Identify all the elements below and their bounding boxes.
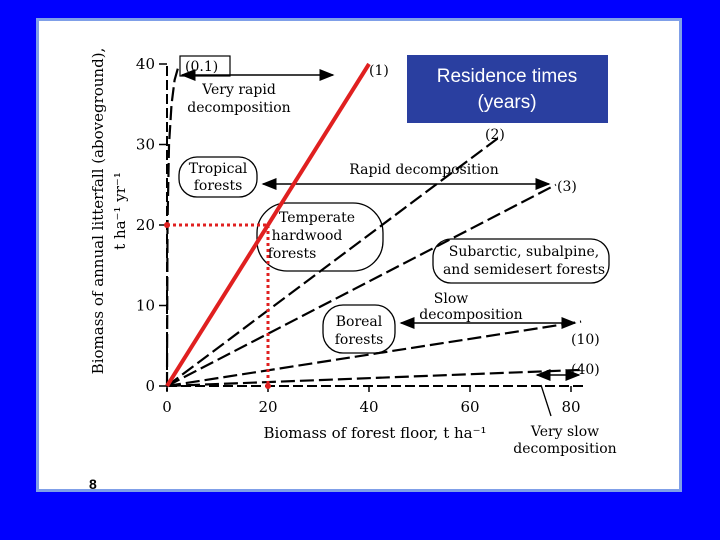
region-label-very-slow-line2: decomposition — [513, 441, 616, 457]
highlight-y-marker — [164, 222, 170, 228]
series-line-0.1 — [165, 63, 181, 387]
x-axis-label: Biomass of forest floor, t ha⁻¹ — [263, 424, 486, 442]
y-tick-labels: 0 10 20 30 40 — [136, 55, 167, 395]
tropical-forests-bubble — [178, 156, 258, 198]
subarctic-line1: Subarctic, subalpine, — [449, 244, 599, 260]
region-label-slow-line2: decomposition — [419, 307, 522, 323]
y-tick-label: 10 — [136, 297, 155, 315]
x-tick-label: 40 — [359, 398, 378, 416]
x-tick-labels: 0 20 40 60 80 — [162, 386, 581, 416]
region-label-very-rapid-line1: Very rapid — [201, 82, 276, 98]
region-label-very-rapid-line2: decomposition — [187, 100, 290, 116]
boreal-line1: Boreal — [336, 314, 383, 330]
very-slow-pointer — [540, 384, 552, 417]
series-line-10 — [166, 320, 582, 388]
slide: Biomass of annual litterfall (abovegroun… — [36, 18, 682, 492]
series-label-1: (1) — [369, 63, 389, 79]
region-label-very-slow-line1: Very slow — [530, 424, 599, 440]
litterfall-chart: Biomass of annual litterfall (abovegroun… — [89, 48, 617, 489]
x-tick-label: 0 — [162, 398, 172, 416]
temperate-line2: hardwood — [272, 228, 343, 244]
boreal-forests-bubble — [322, 304, 396, 354]
region-label-slow-line1: Slow — [434, 291, 468, 307]
region-label-rapid: Rapid decomposition — [349, 162, 498, 178]
y-tick-label: 0 — [145, 377, 155, 395]
temperate-hardwood-bubble — [256, 202, 384, 272]
y-tick-label: 30 — [136, 136, 155, 154]
y-axis-label-line2: t ha⁻¹ yr⁻¹ — [111, 172, 129, 250]
series-label-10: (10) — [571, 332, 600, 348]
y-tick-label: 40 — [136, 55, 155, 73]
tropical-forests-line2: forests — [194, 178, 243, 194]
x-tick-label: 60 — [460, 398, 479, 416]
series-label-3: (3) — [557, 179, 577, 195]
temperate-line1: Temperate — [279, 210, 355, 226]
highlight-x-marker — [265, 383, 271, 389]
temperate-line3: forests — [268, 246, 317, 262]
series-line-3 — [166, 183, 557, 387]
x-tick-label: 20 — [258, 398, 277, 416]
slide-number: 8 — [89, 476, 97, 489]
x-tick-label: 80 — [561, 398, 580, 416]
y-tick-label: 20 — [136, 216, 155, 234]
tropical-forests-line1: Tropical — [189, 161, 248, 177]
residence-times-line1: Residence times — [437, 66, 577, 87]
subarctic-line2: and semidesert forests — [443, 262, 605, 278]
y-axis-label-line1: Biomass of annual litterfall (abovegroun… — [89, 48, 107, 375]
residence-times-box — [407, 55, 608, 123]
series-label-2: (2) — [485, 127, 505, 143]
boreal-line2: forests — [335, 332, 384, 348]
residence-times-line2: (years) — [477, 92, 536, 113]
series-label-0.1: (0.1) — [185, 59, 218, 75]
series-line-40 — [166, 368, 582, 388]
highlight-group — [164, 62, 371, 389]
subarctic-forests-bubble — [432, 238, 610, 284]
